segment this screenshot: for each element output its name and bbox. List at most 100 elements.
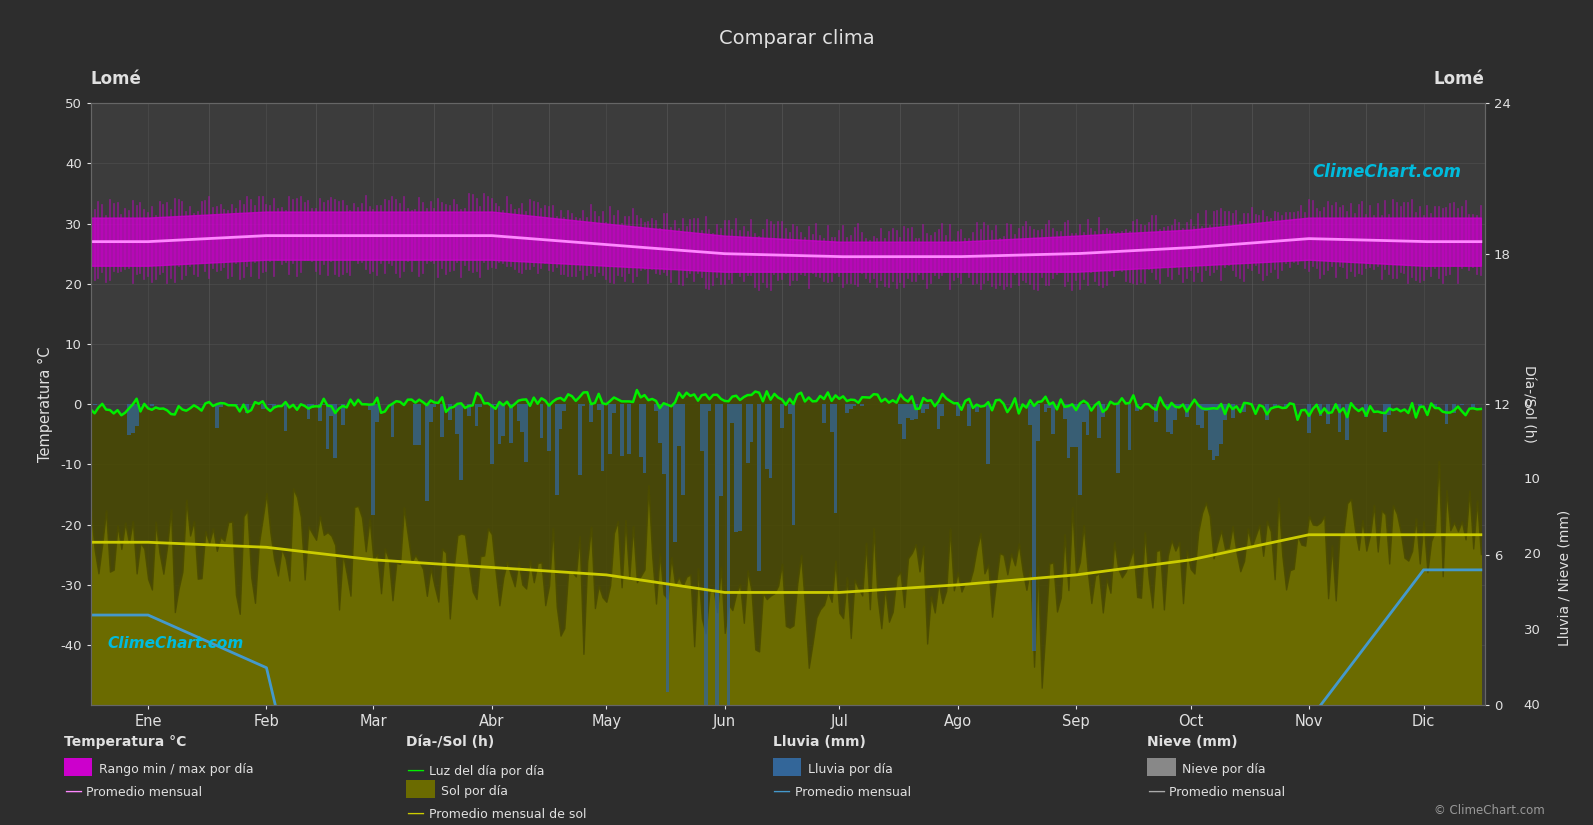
Text: Nieve (mm): Nieve (mm) [1147,735,1238,749]
Bar [322,404,325,405]
Bar [135,404,139,426]
Text: Lomé: Lomé [1434,70,1485,88]
Text: Día-/Sol (h): Día-/Sol (h) [406,735,494,749]
Text: Promedio mensual: Promedio mensual [795,786,911,799]
Bar [1067,404,1070,458]
Bar [860,404,863,406]
Bar [718,404,723,496]
Text: Luz del día por día: Luz del día por día [429,765,545,778]
Bar [1284,404,1289,408]
Bar [898,404,902,424]
Bar [844,404,849,413]
Text: —: — [1147,782,1164,800]
Bar [921,404,926,412]
Bar [677,404,680,446]
Bar [680,404,685,495]
Text: Lluvia por día: Lluvia por día [808,763,892,776]
Bar [578,404,581,474]
Bar [975,404,978,412]
Bar [852,404,857,406]
Bar [699,404,704,451]
Text: Rango min / max por día: Rango min / max por día [99,763,253,776]
Text: Promedio mensual de sol: Promedio mensual de sol [429,808,586,821]
Text: —: — [64,782,81,800]
Bar [127,404,131,435]
Text: 20: 20 [1523,549,1540,561]
Bar [726,404,731,769]
Bar [1346,404,1349,441]
Bar [1048,404,1051,408]
Y-axis label: Temperatura °C: Temperatura °C [38,346,53,462]
Bar [1472,404,1475,409]
Bar [1200,404,1204,428]
Bar [368,404,371,410]
Bar [456,404,459,434]
Bar [1388,404,1391,415]
Bar [731,404,734,422]
Text: Promedio mensual: Promedio mensual [1169,786,1286,799]
Bar [1215,404,1219,456]
Text: Temperatura °C: Temperatura °C [64,735,186,749]
Bar [956,404,959,416]
Bar [609,404,612,454]
Bar [738,404,742,531]
Bar [1207,404,1212,450]
Bar [1223,404,1227,420]
Text: © ClimeChart.com: © ClimeChart.com [1434,804,1545,817]
Bar [1453,404,1456,413]
Bar [261,404,264,409]
Bar [674,404,677,542]
Bar [642,404,647,473]
Bar [1445,404,1448,423]
Bar [559,404,562,429]
Bar [1128,404,1131,450]
Bar [1364,404,1368,417]
Bar [734,404,738,532]
Bar [1032,404,1035,652]
Bar [1383,404,1388,432]
Bar [661,404,666,474]
Text: Lluvia (mm): Lluvia (mm) [773,735,865,749]
Bar [448,404,452,420]
Bar [540,404,543,438]
Bar [1051,404,1055,434]
Text: —: — [406,761,424,779]
Bar [1136,404,1139,411]
Bar [902,404,906,439]
Bar [926,404,929,408]
Bar [341,404,344,425]
Bar [830,404,833,431]
Bar [1155,404,1158,422]
Bar [417,404,421,446]
Bar [581,404,585,406]
Bar [628,404,631,455]
Bar [746,404,750,463]
Bar [940,404,945,416]
Bar [516,404,521,421]
Bar [1333,404,1338,409]
Bar [284,404,287,431]
Bar [306,404,311,419]
Bar [325,404,330,449]
Bar [1098,404,1101,437]
Bar [1219,404,1223,444]
Bar [521,404,524,431]
Bar [215,404,218,428]
Bar [1338,404,1341,431]
Bar [1327,404,1330,424]
Bar [1212,404,1215,460]
Bar [914,404,918,419]
Bar [769,404,773,478]
Text: —: — [773,782,790,800]
Bar [510,404,513,443]
Bar [833,404,838,513]
Bar [620,404,623,455]
Bar [478,404,483,407]
Bar [1117,404,1120,473]
Bar [1418,404,1421,406]
Bar [789,404,792,414]
Bar [333,404,338,458]
Bar [1204,404,1207,411]
Bar [311,404,314,408]
Bar [967,404,972,426]
